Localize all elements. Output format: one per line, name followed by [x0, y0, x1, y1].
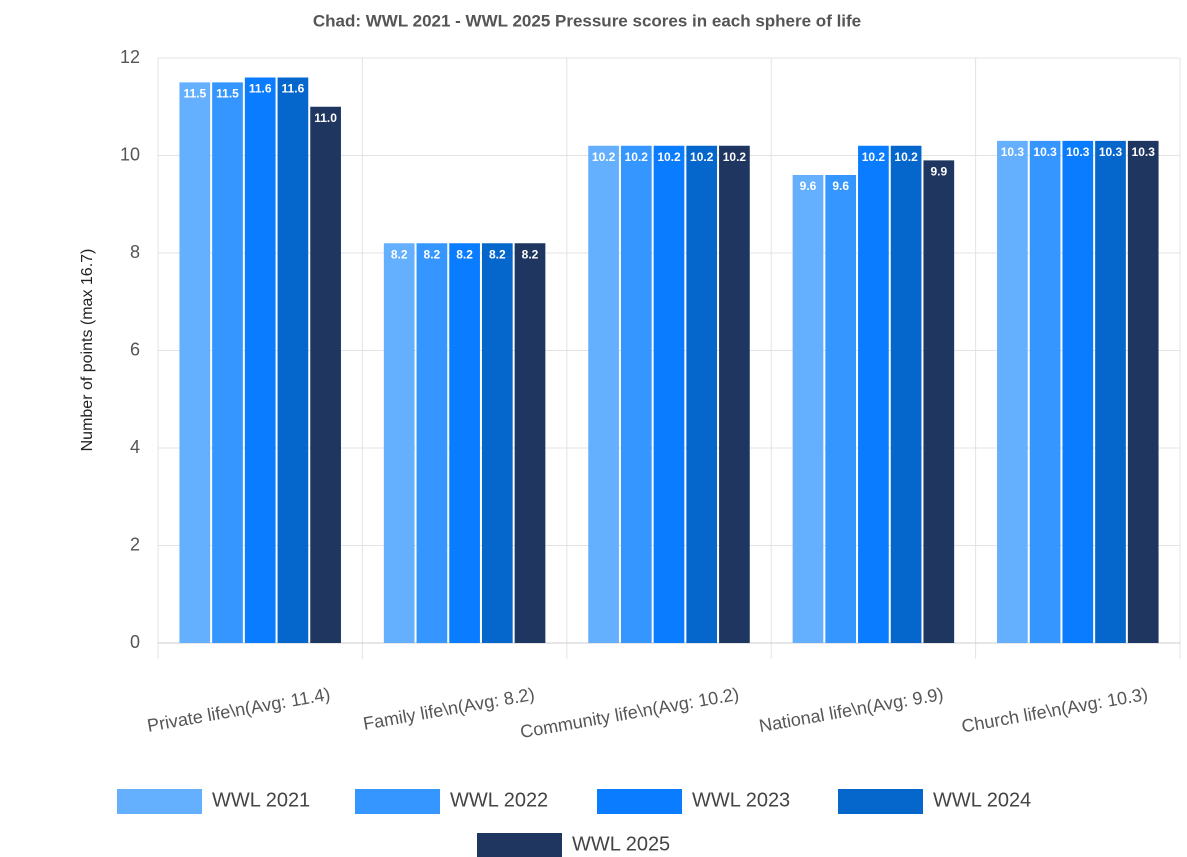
- data-label: 10.3: [1001, 145, 1025, 159]
- bar: [858, 145, 889, 643]
- bar: [1127, 140, 1159, 643]
- legend-label: WWL 2025: [572, 833, 670, 855]
- bar: [923, 160, 955, 643]
- bar: [310, 106, 341, 643]
- legend-swatch: [117, 789, 202, 814]
- data-label: 10.3: [1099, 145, 1123, 159]
- y-tick-label: 10: [120, 144, 140, 164]
- bar: [1029, 140, 1061, 643]
- data-label: 10.3: [1132, 145, 1156, 159]
- bar: [825, 175, 857, 643]
- legend-swatch: [597, 789, 682, 814]
- data-label: 11.5: [216, 87, 239, 101]
- bar: [244, 77, 276, 643]
- data-label: 10.2: [690, 150, 714, 164]
- data-label: 10.3: [1066, 145, 1090, 159]
- bar: [686, 145, 718, 643]
- data-label: 8.2: [391, 247, 408, 261]
- bar: [481, 243, 513, 643]
- legend-label: WWL 2022: [450, 789, 548, 811]
- x-tick-label: National life\n(Avg: 9.9): [758, 684, 945, 736]
- y-tick-label: 2: [130, 534, 140, 554]
- bar: [416, 243, 448, 643]
- data-label: 9.6: [800, 179, 817, 193]
- bar: [719, 145, 750, 643]
- legend-label: WWL 2023: [692, 789, 790, 811]
- y-tick-label: 0: [130, 632, 140, 652]
- data-label: 10.3: [1033, 145, 1057, 159]
- bar: [792, 175, 824, 643]
- bar: [277, 77, 309, 643]
- bar: [997, 140, 1028, 643]
- y-axis-label: Number of points (max 16.7): [79, 249, 96, 452]
- data-label: 10.2: [657, 150, 681, 164]
- data-label: 10.2: [592, 150, 616, 164]
- y-tick-label: 4: [130, 437, 140, 457]
- legend-swatch: [477, 833, 562, 857]
- data-label: 11.5: [183, 87, 206, 101]
- data-label: 8.2: [424, 247, 441, 261]
- data-label: 11.6: [282, 82, 305, 96]
- data-label: 10.2: [862, 150, 886, 164]
- data-label: 9.6: [832, 179, 849, 193]
- bar: [620, 145, 652, 643]
- data-label: 11.6: [249, 82, 272, 96]
- x-tick-label: Private life\n(Avg: 11.4): [146, 684, 332, 736]
- data-label: 11.0: [314, 111, 337, 125]
- data-label: 10.2: [625, 150, 649, 164]
- legend-label: WWL 2021: [212, 789, 310, 811]
- bar: [588, 145, 619, 643]
- y-tick-label: 8: [130, 242, 140, 262]
- bar: [514, 243, 546, 643]
- data-label: 8.2: [456, 247, 473, 261]
- x-tick-label: Community life\n(Avg: 10.2): [519, 684, 741, 742]
- bar: [179, 82, 211, 643]
- data-label: 8.2: [522, 247, 539, 261]
- bar: [653, 145, 685, 643]
- bar: [383, 243, 415, 643]
- x-tick-label: Church life\n(Avg: 10.3): [960, 684, 1149, 736]
- legend-label: WWL 2024: [933, 789, 1031, 811]
- bar: [1095, 140, 1126, 643]
- data-label: 10.2: [723, 150, 747, 164]
- bar: [890, 145, 922, 643]
- bar: [1062, 140, 1094, 643]
- legend-swatch: [355, 789, 440, 814]
- bar: [449, 243, 480, 643]
- data-label: 8.2: [489, 247, 506, 261]
- data-label: 10.2: [894, 150, 918, 164]
- chart-title: Chad: WWL 2021 - WWL 2025 Pressure score…: [313, 11, 861, 30]
- y-tick-label: 6: [130, 339, 140, 359]
- bar: [212, 82, 243, 643]
- legend-swatch: [838, 789, 923, 814]
- x-tick-label: Family life\n(Avg: 8.2): [362, 684, 537, 734]
- y-tick-label: 12: [120, 47, 140, 67]
- data-label: 9.9: [930, 165, 947, 179]
